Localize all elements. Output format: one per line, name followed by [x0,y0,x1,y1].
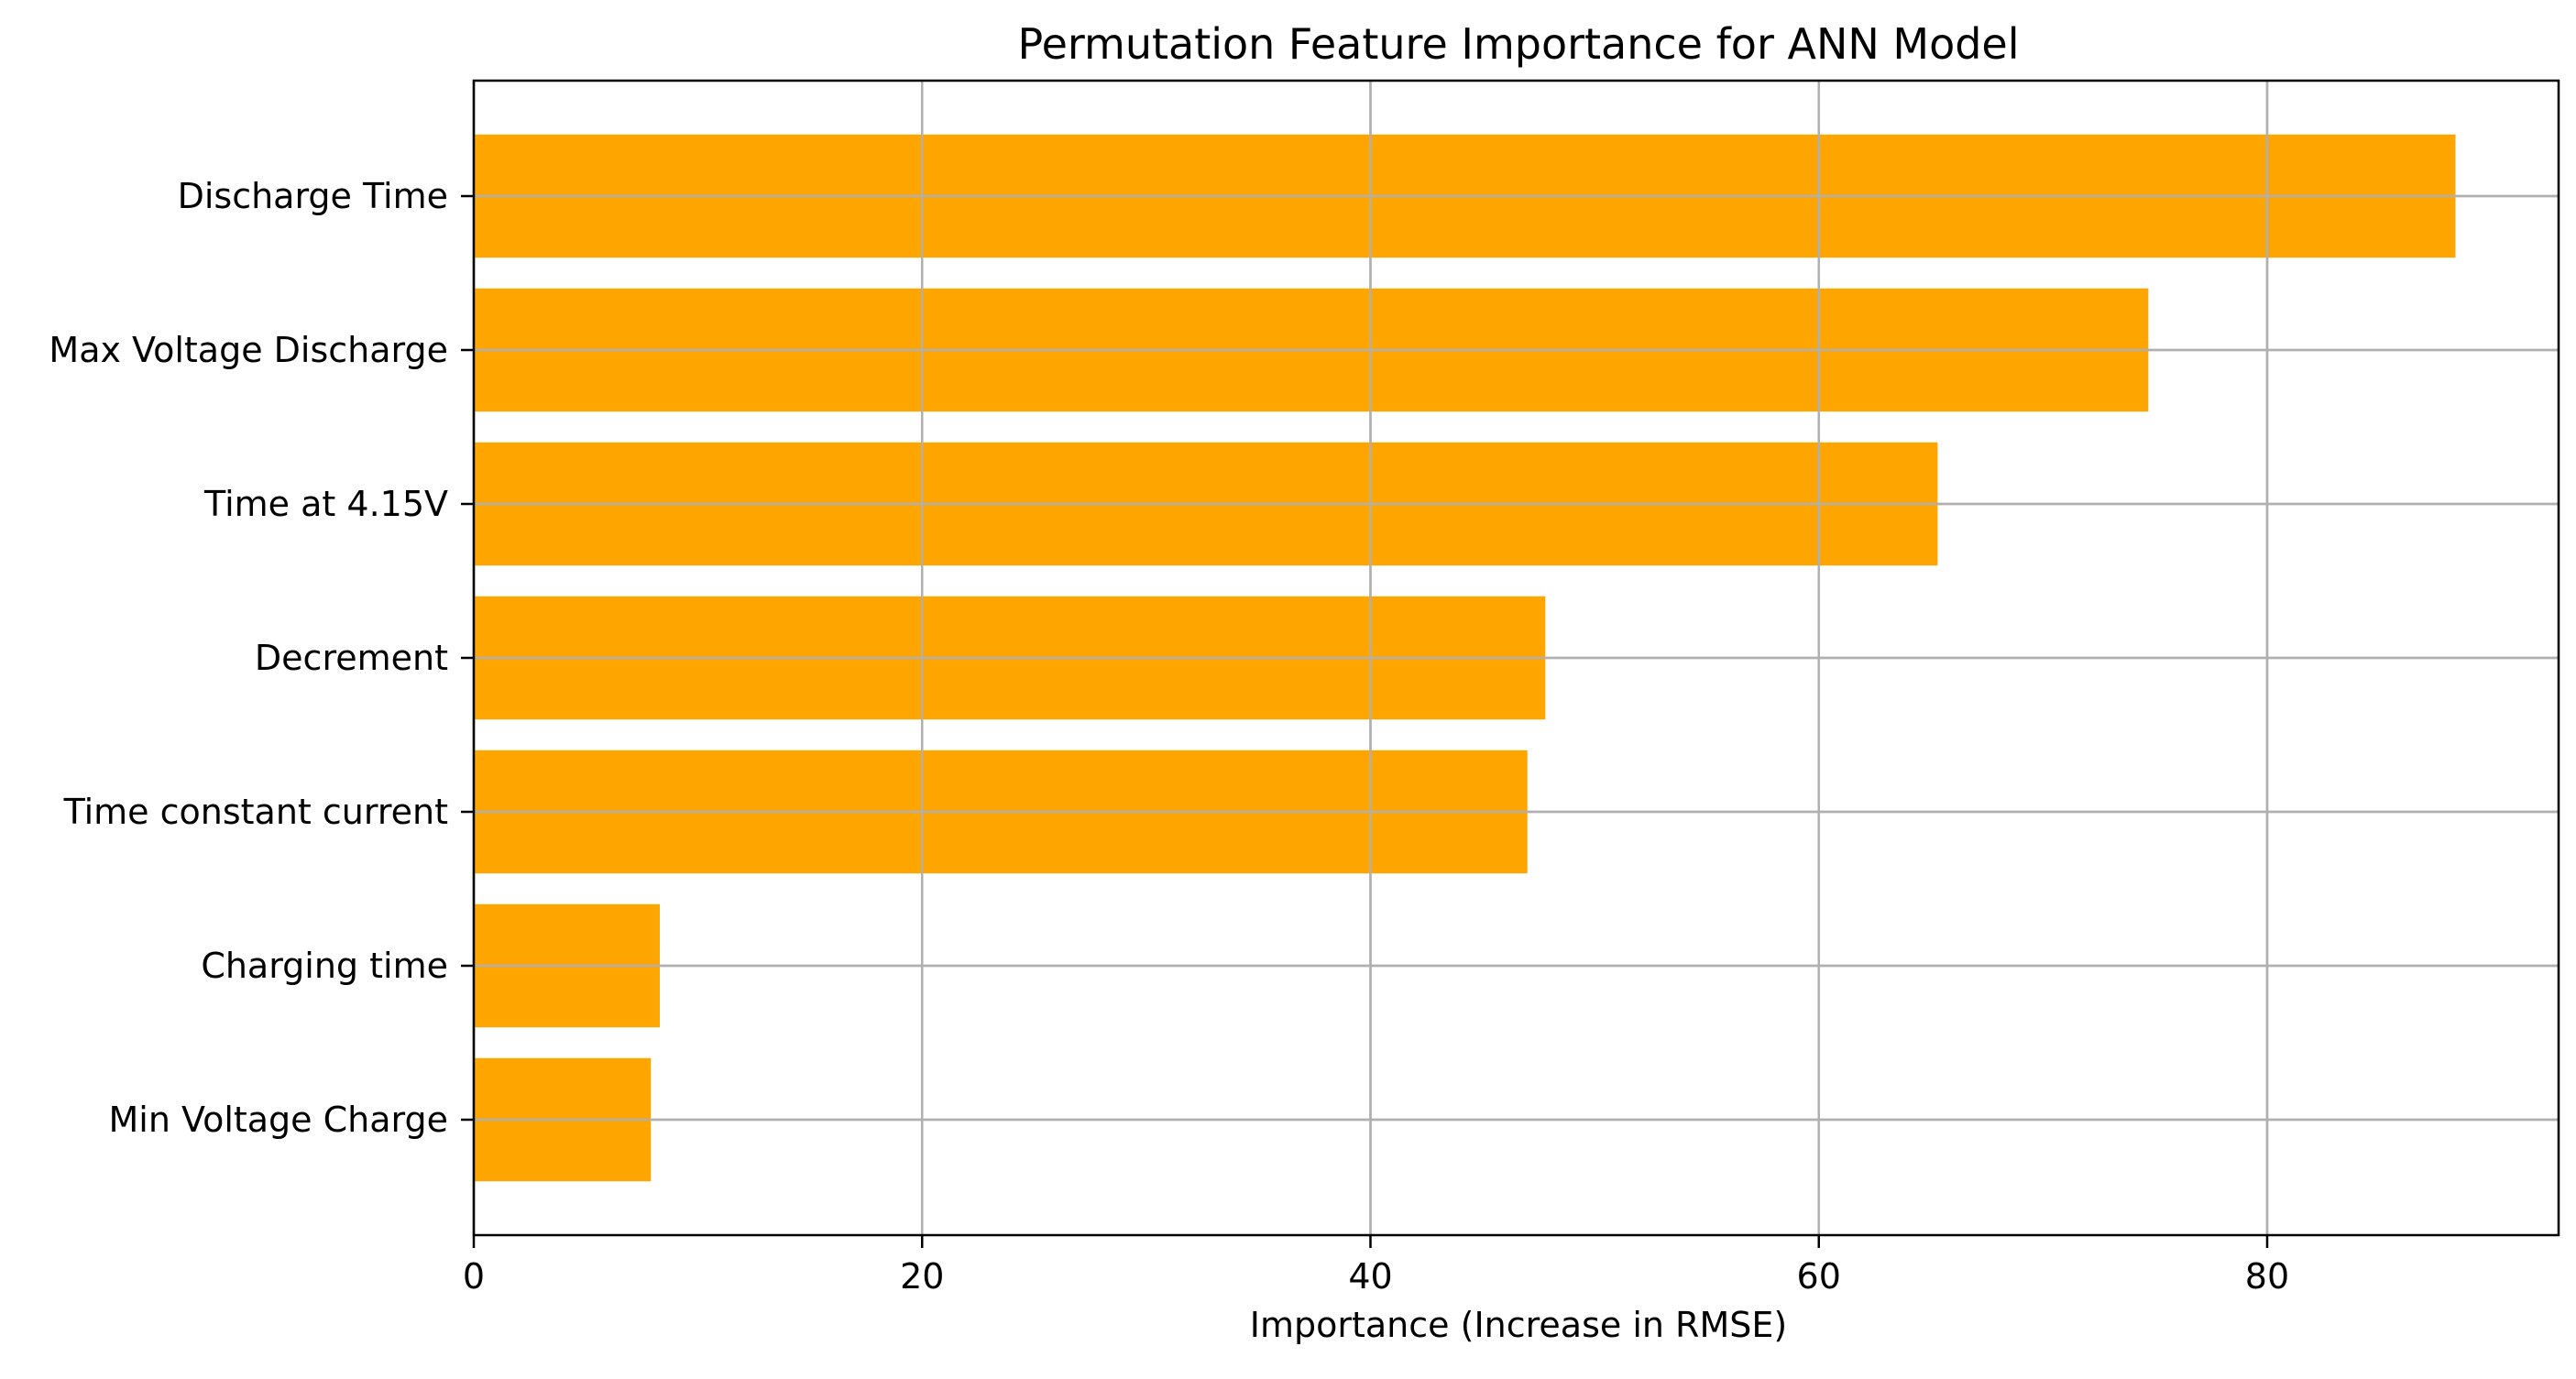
y-tick-label: Time at 4.15V [203,484,448,524]
y-tick-label: Decrement [255,638,448,678]
x-tick-label: 60 [1797,1256,1841,1297]
x-axis-label: Importance (Increase in RMSE) [1250,1305,1787,1345]
x-tick-label: 40 [1348,1256,1392,1297]
x-tick-label: 20 [900,1256,944,1297]
y-tick-label: Min Voltage Charge [109,1100,448,1140]
y-tick-label: Discharge Time [178,176,448,216]
x-tick-label: 0 [463,1256,485,1297]
y-tick-label: Time constant current [63,792,448,832]
chart-title: Permutation Feature Importance for ANN M… [1018,19,2020,69]
y-tick-label: Charging time [201,946,448,986]
y-axis-ticks: Discharge Time Max Voltage Discharge Time … [49,176,474,1140]
x-tick-label: 80 [2245,1256,2289,1297]
x-axis-ticks: 0 20 40 60 80 [463,1235,2289,1297]
y-tick-label: Max Voltage Discharge [49,330,448,370]
